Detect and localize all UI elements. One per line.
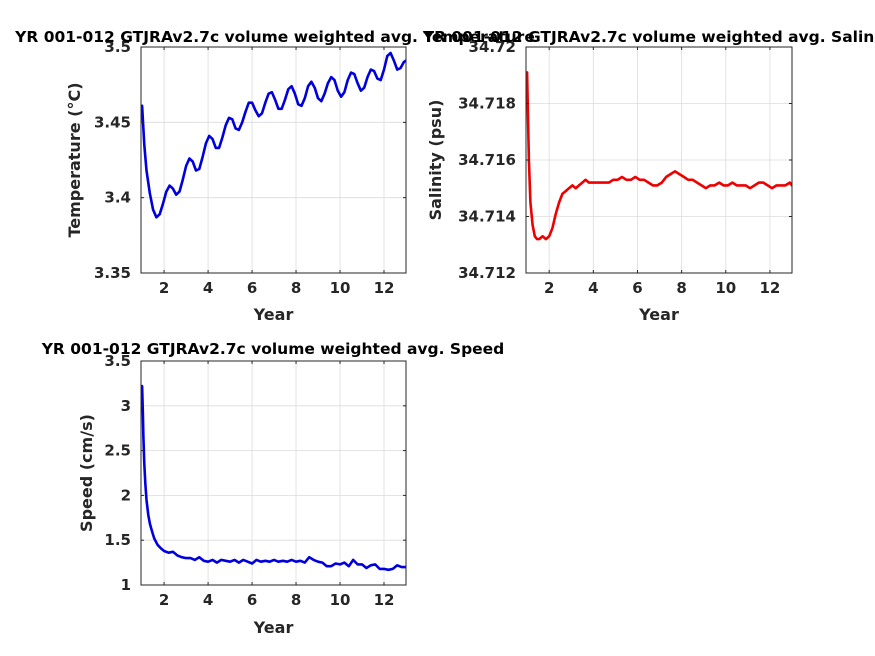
- y-tick-label: 2.5: [104, 442, 131, 460]
- y-tick-label: 34.716: [458, 151, 516, 169]
- plot-area: [141, 361, 406, 585]
- x-tick-label: 4: [203, 279, 213, 297]
- x-axis-label: Year: [638, 305, 679, 324]
- x-tick-label: 4: [203, 591, 213, 609]
- x-tick-label: 8: [291, 591, 301, 609]
- y-tick-label: 2: [121, 486, 131, 504]
- y-tick-label: 3.45: [94, 113, 131, 131]
- y-tick-label: 1.5: [104, 531, 131, 549]
- x-tick-label: 6: [247, 591, 257, 609]
- x-tick-label: 8: [291, 279, 301, 297]
- x-tick-label: 10: [330, 591, 351, 609]
- x-tick-label: 6: [247, 279, 257, 297]
- x-axis-label: Year: [253, 618, 294, 637]
- x-tick-label: 10: [715, 279, 736, 297]
- chart-3: 2 4 6 8 10 12 1 1.5 2 2.5 3 3.5 Year Speed (cm/s) YR 0…: [41, 340, 505, 637]
- y-tick-label: 34.718: [458, 95, 516, 113]
- chart-title: YR 001-012 GTJRAv2.7c volume weighted av…: [422, 28, 875, 46]
- y-tick-label: 3.5: [104, 38, 131, 56]
- axes-box: [140, 360, 407, 586]
- series-line: [141, 51, 406, 219]
- y-axis-label: Speed (cm/s): [77, 414, 96, 532]
- x-axis-label: Year: [253, 305, 294, 324]
- x-tick-label: 4: [588, 279, 598, 297]
- y-tick-label: 3: [121, 397, 131, 415]
- x-tick-label: 12: [374, 279, 395, 297]
- x-tick-label: 8: [676, 279, 686, 297]
- y-tick-label: 3.5: [104, 352, 131, 370]
- series-line: [526, 71, 792, 241]
- y-tick-label: 34.72: [469, 38, 516, 56]
- y-tick-label: 34.714: [458, 208, 516, 226]
- x-tick-label: 2: [544, 279, 554, 297]
- y-tick-label: 3.35: [94, 264, 131, 282]
- plot-area: [141, 47, 406, 273]
- y-tick-label: 34.712: [458, 264, 516, 282]
- chart-title: YR 001-012 GTJRAv2.7c volume weighted av…: [41, 340, 505, 358]
- y-axis-label: Salinity (psu): [426, 100, 445, 221]
- axes-box: [140, 46, 407, 274]
- x-tick-label: 2: [159, 279, 169, 297]
- chart-title: YR 001-012 GTJRAv2.7c volume weighted av…: [14, 28, 535, 46]
- chart-1: 2 4 6 8 10 12 3.35 3.4 3.45 3.5 Year Temperature (°…: [14, 28, 535, 324]
- x-tick-label: 12: [374, 591, 395, 609]
- series-line: [141, 384, 406, 572]
- x-tick-label: 10: [330, 279, 351, 297]
- x-tick-label: 2: [159, 591, 169, 609]
- x-tick-label: 12: [759, 279, 780, 297]
- chart-2: 2 4 6 8 10 12 34.712 34.714 34.716 34.718 34.72 Yea…: [422, 28, 875, 324]
- y-tick-label: 1: [121, 576, 131, 594]
- y-axis-label: Temperature (°C): [65, 82, 84, 237]
- y-tick-label: 3.4: [104, 189, 131, 207]
- x-tick-label: 6: [632, 279, 642, 297]
